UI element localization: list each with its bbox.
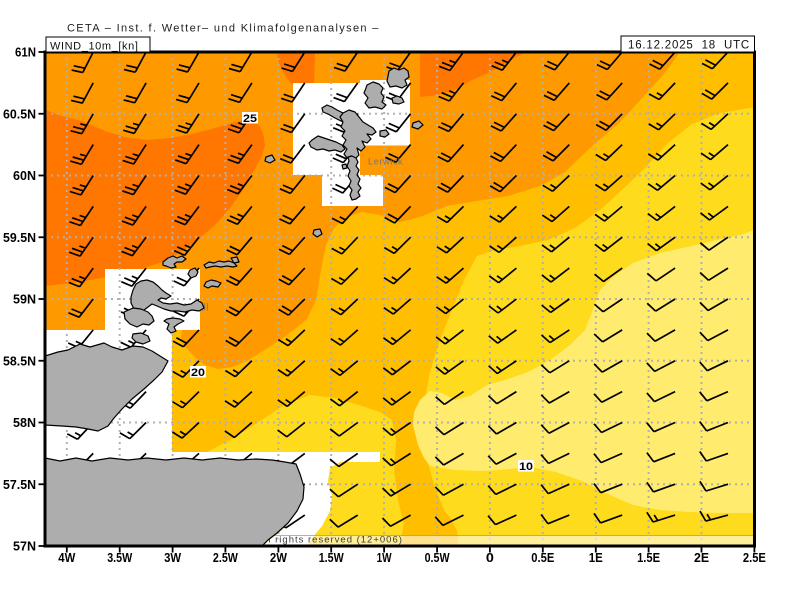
svg-text:1W: 1W [377,551,392,565]
svg-text:2.5E: 2.5E [743,551,766,565]
svg-text:61N: 61N [15,46,36,60]
svg-text:10: 10 [519,461,533,473]
svg-text:1.5W: 1.5W [319,551,344,565]
svg-text:CETA – Inst. f. Wetter– und Kl: CETA – Inst. f. Wetter– und Klimafolgena… [67,23,380,35]
svg-text:2W: 2W [270,551,287,565]
svg-text:25: 25 [243,113,257,125]
svg-text:2E: 2E [694,551,709,565]
svg-text:2.5W: 2.5W [213,551,238,565]
svg-text:3.5W: 3.5W [107,551,132,565]
svg-text:20: 20 [191,367,205,379]
svg-text:1.5E: 1.5E [637,551,660,565]
svg-text:57.5N: 57.5N [3,478,36,492]
svg-text:1E: 1E [589,551,603,565]
svg-text:WIND_10m_[kn]: WIND_10m_[kn] [50,41,139,53]
svg-text:16.12.2025 18 UTC: 16.12.2025 18 UTC [628,40,750,52]
svg-text:Lerwick: Lerwick [368,157,403,168]
svg-text:0.5W: 0.5W [425,551,450,565]
svg-text:4W: 4W [58,551,75,565]
svg-text:58N: 58N [13,416,36,430]
svg-text:3W: 3W [164,551,181,565]
svg-text:60N: 60N [13,169,36,183]
svg-text:57N: 57N [13,540,36,554]
svg-text:58.5N: 58.5N [3,354,36,368]
svg-text:59.5N: 59.5N [3,231,36,245]
svg-text:60.5N: 60.5N [3,107,36,121]
svg-text:0: 0 [486,551,494,565]
svg-text:0.5E: 0.5E [531,551,554,565]
svg-text:59N: 59N [13,293,36,307]
svg-text:all rights reserved (12+006): all rights reserved (12+006) [259,535,403,546]
